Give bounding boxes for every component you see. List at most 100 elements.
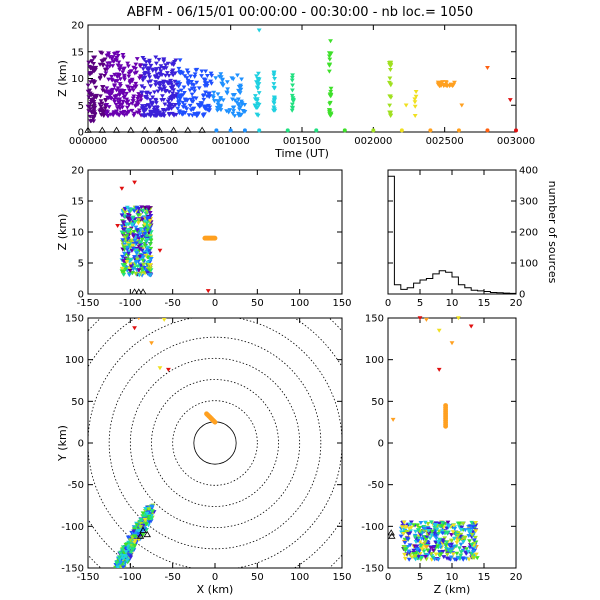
source-point bbox=[135, 96, 141, 101]
source-point bbox=[124, 112, 130, 117]
source-point bbox=[129, 530, 135, 535]
source-point bbox=[128, 550, 134, 555]
source-point bbox=[418, 521, 424, 526]
source-point bbox=[507, 98, 513, 103]
source-point bbox=[136, 206, 142, 211]
source-point bbox=[168, 95, 173, 100]
source-point bbox=[147, 109, 153, 114]
source-point bbox=[438, 552, 444, 557]
source-point bbox=[147, 75, 153, 80]
source-point bbox=[130, 267, 136, 272]
source-point bbox=[142, 231, 148, 236]
source-point bbox=[119, 230, 125, 235]
source-point bbox=[403, 103, 409, 108]
source-point bbox=[328, 89, 334, 94]
source-point bbox=[435, 539, 441, 544]
source-point bbox=[240, 109, 246, 114]
source-point bbox=[126, 103, 132, 108]
source-point bbox=[137, 247, 143, 252]
source-point bbox=[458, 527, 464, 532]
source-point bbox=[116, 555, 122, 560]
x-tick-label: 50 bbox=[251, 572, 264, 583]
source-point bbox=[148, 84, 154, 89]
source-point bbox=[429, 533, 435, 538]
source-point bbox=[91, 119, 97, 124]
range-ring bbox=[151, 379, 279, 507]
source-point bbox=[140, 67, 146, 72]
source-point bbox=[406, 531, 411, 536]
source-point bbox=[153, 80, 158, 85]
source-point bbox=[120, 55, 126, 60]
ground-station-marker bbox=[198, 126, 206, 133]
source-point bbox=[177, 58, 183, 63]
source-point bbox=[126, 547, 132, 552]
source-point bbox=[289, 108, 295, 113]
source-point bbox=[415, 523, 420, 528]
source-point bbox=[123, 542, 129, 547]
y-tick-label: 20 bbox=[71, 166, 84, 177]
source-point bbox=[159, 318, 161, 319]
source-point bbox=[408, 520, 414, 525]
source-point bbox=[144, 234, 150, 239]
source-point bbox=[127, 81, 133, 86]
source-point bbox=[168, 85, 174, 90]
source-point bbox=[99, 51, 105, 56]
source-point bbox=[148, 256, 154, 261]
source-point bbox=[271, 85, 277, 90]
source-point bbox=[196, 86, 202, 91]
source-point bbox=[146, 104, 152, 109]
source-point bbox=[439, 524, 445, 529]
source-point bbox=[126, 273, 132, 278]
source-point bbox=[176, 89, 182, 94]
y-axis-label: Y (km) bbox=[56, 425, 69, 462]
source-point bbox=[125, 216, 131, 221]
range-ring bbox=[129, 357, 301, 529]
source-point bbox=[161, 114, 167, 119]
source-point bbox=[439, 529, 445, 534]
source-point bbox=[131, 534, 137, 539]
source-point bbox=[85, 83, 91, 88]
source-point bbox=[429, 529, 435, 534]
source-point bbox=[256, 28, 262, 33]
source-point bbox=[473, 552, 479, 557]
source-point bbox=[130, 547, 136, 552]
y-tick-label: 100 bbox=[365, 355, 384, 366]
source-point bbox=[126, 535, 131, 540]
source-point bbox=[289, 102, 295, 107]
source-point bbox=[256, 91, 262, 96]
source-point bbox=[387, 94, 393, 99]
source-point bbox=[157, 72, 163, 77]
source-point bbox=[449, 533, 454, 538]
source-point bbox=[211, 90, 217, 95]
source-point bbox=[185, 82, 191, 87]
source-point bbox=[153, 101, 159, 106]
source-point bbox=[271, 82, 277, 87]
x-tick-label: 5 bbox=[417, 298, 423, 309]
x-tick-label: 0 bbox=[385, 572, 391, 583]
source-point bbox=[224, 91, 230, 96]
source-point bbox=[327, 100, 333, 105]
ground-point bbox=[399, 128, 404, 133]
source-point bbox=[87, 88, 93, 93]
source-point bbox=[146, 80, 151, 85]
source-point bbox=[399, 525, 405, 530]
source-point bbox=[165, 107, 171, 112]
source-point bbox=[433, 536, 439, 541]
source-point bbox=[157, 248, 163, 253]
source-point bbox=[141, 110, 147, 115]
source-point bbox=[116, 60, 122, 65]
source-point bbox=[141, 113, 146, 118]
source-point bbox=[458, 553, 464, 558]
source-point bbox=[145, 205, 151, 210]
source-point bbox=[436, 367, 442, 372]
source-point bbox=[103, 106, 108, 111]
source-point bbox=[194, 80, 200, 85]
source-point bbox=[190, 99, 196, 104]
source-point bbox=[136, 534, 142, 539]
source-point bbox=[91, 106, 97, 111]
source-point bbox=[206, 95, 212, 100]
x-tick-label: 20 bbox=[510, 298, 523, 309]
source-point bbox=[111, 59, 117, 64]
source-point bbox=[328, 94, 334, 99]
source-point bbox=[445, 520, 451, 525]
